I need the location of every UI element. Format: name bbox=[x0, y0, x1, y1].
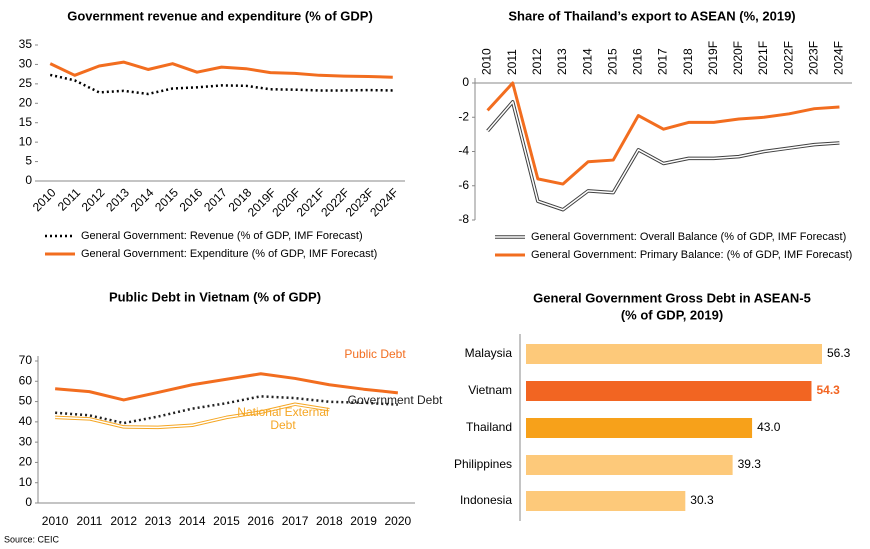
legend-label: General Government: Overall Balance (% o… bbox=[531, 231, 846, 243]
bar bbox=[526, 344, 822, 364]
x-tick-label: 2019F bbox=[706, 41, 720, 75]
series-line-inner bbox=[55, 403, 330, 429]
value-label: 43.0 bbox=[757, 420, 781, 434]
y-tick-label: 50 bbox=[19, 394, 33, 408]
y-tick-label: -4 bbox=[458, 144, 469, 158]
x-tick-label: 2017 bbox=[282, 514, 309, 528]
x-tick-label: 2016 bbox=[631, 48, 645, 75]
y-tick-label: 10 bbox=[19, 134, 33, 148]
x-tick-label: 2015 bbox=[213, 514, 240, 528]
x-tick-label: 2014 bbox=[179, 514, 206, 528]
x-tick-label: 2017 bbox=[656, 48, 670, 75]
x-tick-label: 2012 bbox=[79, 185, 108, 214]
series-label: Public Debt bbox=[344, 347, 406, 361]
legend-label: General Government: Expenditure (% of GD… bbox=[81, 248, 377, 260]
legend-label: General Government: Primary Balance: (% … bbox=[531, 249, 852, 261]
value-label: 56.3 bbox=[827, 346, 851, 360]
bar bbox=[526, 455, 733, 475]
series-label: Government Debt bbox=[347, 393, 443, 407]
series-line-inner bbox=[486, 101, 840, 211]
series-line bbox=[49, 73, 393, 96]
x-tick-label: 2010 bbox=[30, 185, 59, 214]
y-tick-label: 20 bbox=[19, 455, 33, 469]
x-tick-label: 2023F bbox=[806, 41, 820, 75]
x-tick-label: 2014 bbox=[580, 48, 594, 75]
y-tick-label: Philippines bbox=[454, 457, 512, 471]
series-line bbox=[49, 60, 393, 79]
x-tick-label: 2024F bbox=[832, 41, 846, 75]
y-tick-label: 0 bbox=[25, 173, 32, 187]
legend-label: General Government: Revenue (% of GDP, I… bbox=[81, 230, 363, 242]
y-tick-label: -8 bbox=[458, 212, 469, 226]
series-line bbox=[55, 372, 399, 402]
x-tick-label: 2020F bbox=[731, 41, 745, 75]
x-tick-label: 2010 bbox=[480, 48, 494, 75]
x-tick-label: 2018 bbox=[681, 48, 695, 75]
y-tick-label: 60 bbox=[19, 373, 33, 387]
x-tick-label: 2024F bbox=[367, 185, 401, 219]
x-tick-label: 2013 bbox=[555, 48, 569, 75]
y-tick-label: -6 bbox=[458, 178, 469, 192]
y-tick-label: 20 bbox=[19, 95, 33, 109]
x-tick-label: 2011 bbox=[505, 49, 519, 75]
y-tick-label: 30 bbox=[19, 434, 33, 448]
y-tick-label: 30 bbox=[19, 57, 33, 71]
y-tick-label: Malaysia bbox=[465, 346, 513, 360]
y-tick-label: Vietnam bbox=[468, 383, 512, 397]
source: Source: CEIC bbox=[4, 534, 60, 544]
x-tick-label: 2013 bbox=[103, 185, 132, 214]
y-tick-label: 10 bbox=[19, 475, 33, 489]
bar bbox=[526, 418, 753, 438]
x-tick-label: 2020 bbox=[385, 514, 412, 528]
series-label: National External Debt bbox=[237, 405, 329, 432]
x-tick-label: 2019 bbox=[350, 514, 377, 528]
chart-title: Public Debt in Vietnam (% of GDP) bbox=[109, 289, 321, 304]
value-label: 30.3 bbox=[690, 493, 714, 507]
value-label: 54.3 bbox=[816, 383, 840, 397]
x-tick-label: 2014 bbox=[128, 185, 157, 214]
bar bbox=[526, 381, 812, 401]
series-line bbox=[486, 81, 840, 186]
x-tick-label: 2016 bbox=[247, 514, 274, 528]
x-tick-label: 2018 bbox=[316, 514, 343, 528]
y-tick-label: -2 bbox=[458, 109, 469, 123]
chart-title: General Government Gross Debt in ASEAN-5 bbox=[533, 290, 811, 305]
y-tick-label: 70 bbox=[19, 353, 33, 367]
series-line bbox=[486, 100, 840, 212]
chart-title: Government revenue and expenditure (% of… bbox=[67, 8, 373, 23]
y-tick-label: 0 bbox=[25, 495, 32, 509]
y-tick-label: Thailand bbox=[466, 420, 512, 434]
bar bbox=[526, 491, 686, 511]
x-tick-label: 2015 bbox=[152, 185, 181, 214]
x-tick-label: 2012 bbox=[110, 514, 137, 528]
x-tick-label: 2010 bbox=[42, 514, 69, 528]
x-tick-label: 2021F bbox=[756, 41, 770, 75]
y-tick-label: 35 bbox=[19, 37, 33, 51]
chart-title: Share of Thailand’s export to ASEAN (%, … bbox=[508, 8, 795, 23]
y-tick-label: 40 bbox=[19, 414, 33, 428]
x-tick-label: 2017 bbox=[201, 185, 230, 214]
y-tick-label: Indonesia bbox=[460, 493, 512, 507]
y-tick-label: 0 bbox=[462, 75, 469, 89]
x-tick-label: 2013 bbox=[145, 514, 172, 528]
chart-subtitle: (% of GDP, 2019) bbox=[621, 307, 723, 322]
y-tick-label: 15 bbox=[19, 115, 33, 129]
x-tick-label: 2012 bbox=[530, 48, 544, 75]
y-tick-label: 5 bbox=[25, 154, 32, 168]
x-tick-label: 2011 bbox=[55, 185, 83, 213]
x-tick-label: 2015 bbox=[605, 48, 619, 75]
x-tick-label: 2011 bbox=[77, 514, 103, 528]
x-tick-label: 2022F bbox=[781, 41, 795, 75]
y-tick-label: 25 bbox=[19, 76, 33, 90]
x-tick-label: 2016 bbox=[177, 185, 206, 214]
value-label: 39.3 bbox=[738, 457, 762, 471]
